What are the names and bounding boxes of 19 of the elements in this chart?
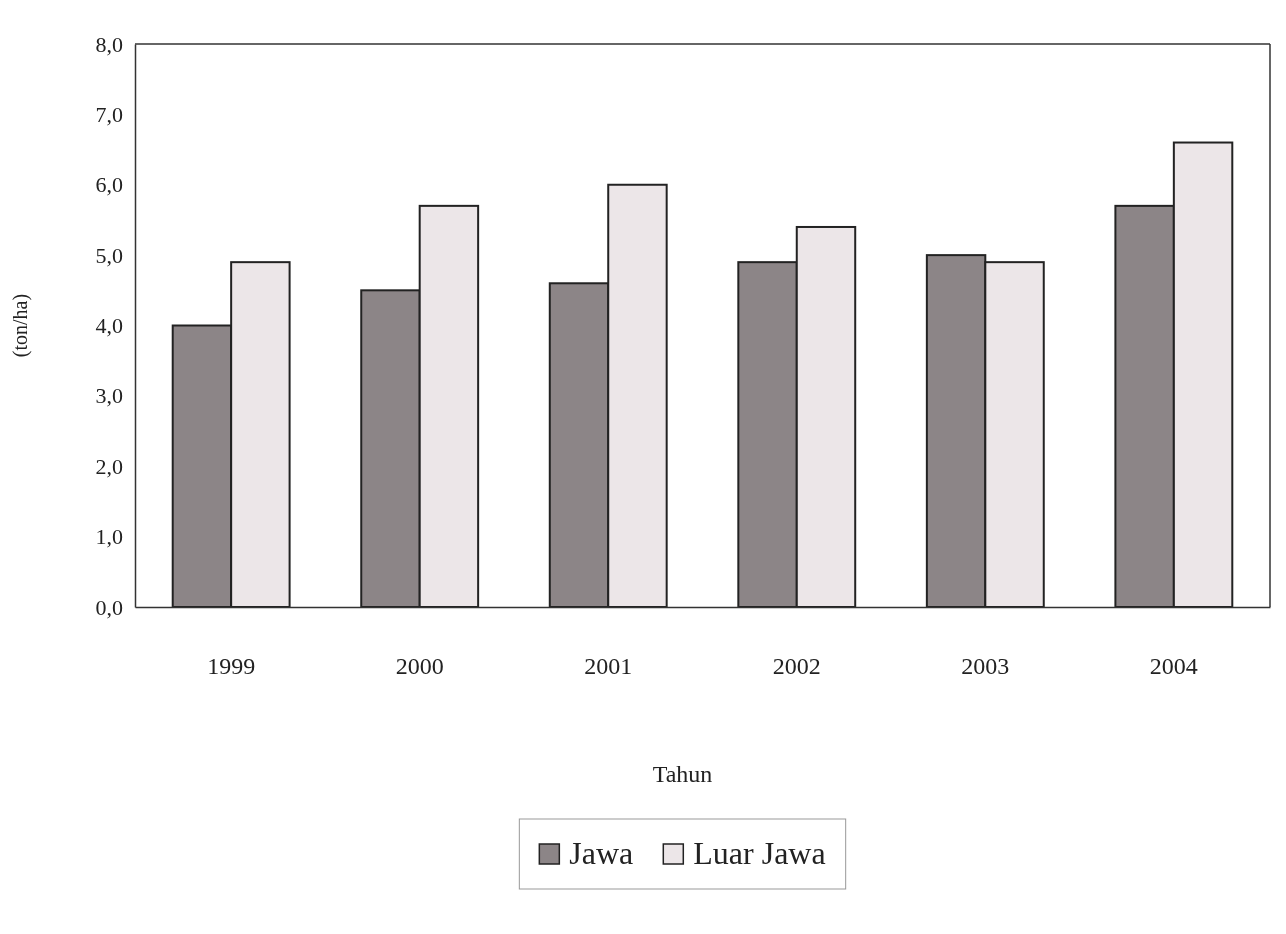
y-axis-title: (ton/ha) [9, 293, 32, 358]
x-tick-label: 2001 [584, 653, 633, 680]
y-tick-label: 7,0 [95, 101, 123, 127]
y-tick-label: 6,0 [95, 172, 123, 198]
y-tick-label: 1,0 [95, 524, 123, 550]
y-tick-label: 3,0 [95, 383, 123, 409]
x-tick-label: 1999 [207, 653, 256, 680]
legend-label: Jawa [569, 835, 634, 871]
y-tick-label: 2,0 [95, 453, 123, 479]
legend-label: Luar Jawa [693, 835, 826, 871]
x-tick-label: 2002 [772, 653, 821, 680]
x-tick-label: 2004 [1149, 653, 1198, 680]
y-tick-label: 8,0 [95, 31, 123, 57]
y-tick-label: 4,0 [95, 313, 123, 339]
x-axis-title: Tahun [652, 761, 713, 787]
y-tick-label: 0,0 [95, 594, 123, 620]
y-tick-label: 5,0 [95, 242, 123, 268]
x-tick-label: 2003 [961, 653, 1010, 680]
x-tick-label: 2000 [395, 653, 444, 680]
